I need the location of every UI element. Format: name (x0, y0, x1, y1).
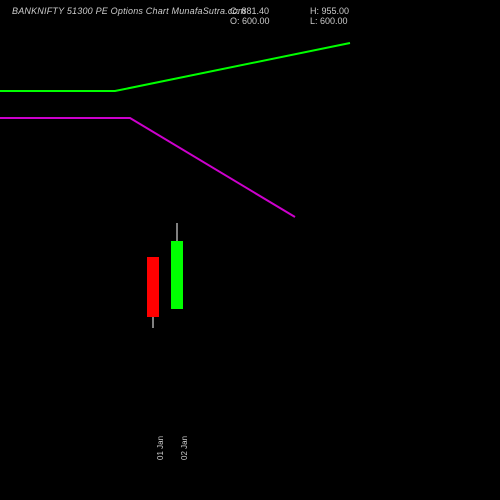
candle-body (171, 241, 183, 309)
trend-line (0, 43, 350, 91)
x-axis-label: 02 Jan (180, 436, 189, 460)
candle-body (147, 257, 159, 317)
x-axis-labels: 01 Jan 02 Jan (0, 420, 500, 480)
x-axis-label: 01 Jan (156, 436, 165, 460)
trend-line (0, 118, 295, 217)
